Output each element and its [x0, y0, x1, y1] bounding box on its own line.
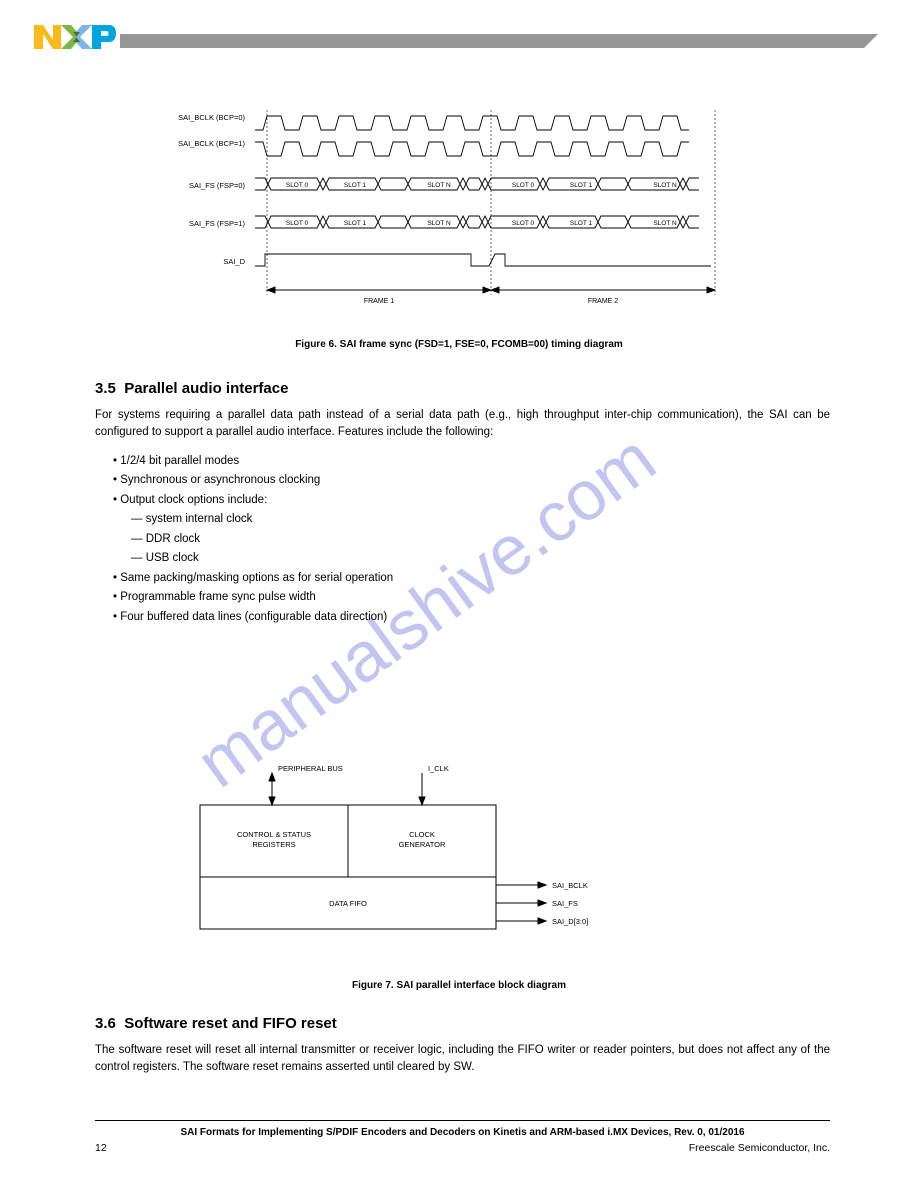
svg-text:SLOT 1: SLOT 1 — [344, 182, 367, 189]
page-footer: SAI Formats for Implementing S/PDIF Enco… — [95, 1120, 830, 1154]
list-item: Four buffered data lines (configurable d… — [113, 608, 830, 628]
figure-7-caption: Figure 7. SAI parallel interface block d… — [0, 980, 918, 991]
svg-text:SAI_BCLK (BCP=0): SAI_BCLK (BCP=0) — [178, 113, 245, 122]
svg-text:SLOT N: SLOT N — [427, 182, 451, 189]
svg-text:FRAME 2: FRAME 2 — [588, 298, 618, 305]
nxp-logo — [32, 18, 116, 58]
footer-company: Freescale Semiconductor, Inc. — [689, 1142, 830, 1154]
svg-text:SLOT 0: SLOT 0 — [286, 220, 309, 227]
list-item: system internal clock — [131, 510, 830, 530]
list-item: USB clock — [131, 549, 830, 569]
section-3-5-heading: 3.5 Parallel audio interface — [95, 380, 830, 397]
svg-text:SLOT N: SLOT N — [427, 220, 451, 227]
svg-text:SLOT 0: SLOT 0 — [512, 182, 535, 189]
list-item: 1/2/4 bit parallel modes — [113, 452, 830, 472]
svg-text:I_CLK: I_CLK — [428, 765, 449, 773]
svg-text:SAI_BCLK: SAI_BCLK — [552, 881, 588, 890]
svg-text:SLOT 1: SLOT 1 — [344, 220, 367, 227]
svg-text:SLOT 0: SLOT 0 — [286, 182, 309, 189]
svg-text:SLOT N: SLOT N — [653, 220, 677, 227]
svg-text:SAI_D: SAI_D — [223, 257, 245, 266]
list-item: Same packing/masking options as for seri… — [113, 569, 830, 589]
svg-text:SLOT 1: SLOT 1 — [570, 182, 593, 189]
section-3-6: 3.6 Software reset and FIFO reset The so… — [95, 1015, 830, 1077]
list-item: Programmable frame sync pulse width — [113, 588, 830, 608]
svg-text:SAI_FS: SAI_FS — [552, 899, 578, 908]
page-number: 12 — [95, 1142, 107, 1154]
list-item: Output clock options include: system int… — [113, 491, 830, 569]
svg-text:SAI_D[3:0]: SAI_D[3:0] — [552, 917, 588, 926]
svg-text:DATA FIFO: DATA FIFO — [329, 899, 367, 908]
header-bar — [120, 34, 878, 48]
svg-text:SAI_BCLK (BCP=1): SAI_BCLK (BCP=1) — [178, 139, 245, 148]
svg-text:PERIPHERAL BUS: PERIPHERAL BUS — [278, 765, 343, 773]
block-diagram: CONTROL & STATUS REGISTERS CLOCK GENERAT… — [168, 765, 668, 980]
svg-text:CLOCK: CLOCK — [409, 830, 435, 839]
timing-diagram: SAI_BCLK (BCP=0) SAI_BCLK (BCP=1) SAI_FS… — [115, 100, 735, 330]
svg-text:FRAME 1: FRAME 1 — [364, 298, 394, 305]
svg-text:SLOT 1: SLOT 1 — [570, 220, 593, 227]
svg-text:SAI_FS (FSP=1): SAI_FS (FSP=1) — [189, 219, 246, 228]
figure-6-caption: Figure 6. SAI frame sync (FSD=1, FSE=0, … — [0, 339, 918, 350]
svg-text:SLOT 0: SLOT 0 — [512, 220, 535, 227]
section-3-5-p1: For systems requiring a parallel data pa… — [95, 407, 830, 442]
svg-text:REGISTERS: REGISTERS — [252, 840, 295, 849]
list-item: DDR clock — [131, 530, 830, 550]
footer-title: SAI Formats for Implementing S/PDIF Enco… — [95, 1127, 830, 1138]
svg-text:GENERATOR: GENERATOR — [399, 840, 446, 849]
svg-text:SAI_FS (FSP=0): SAI_FS (FSP=0) — [189, 181, 246, 190]
svg-text:CONTROL & STATUS: CONTROL & STATUS — [237, 830, 311, 839]
section-3-5: 3.5 Parallel audio interface For systems… — [95, 380, 830, 635]
section-3-6-heading: 3.6 Software reset and FIFO reset — [95, 1015, 830, 1032]
list-item: Synchronous or asynchronous clocking — [113, 471, 830, 491]
section-3-6-p1: The software reset will reset all intern… — [95, 1042, 830, 1077]
svg-text:SLOT N: SLOT N — [653, 182, 677, 189]
